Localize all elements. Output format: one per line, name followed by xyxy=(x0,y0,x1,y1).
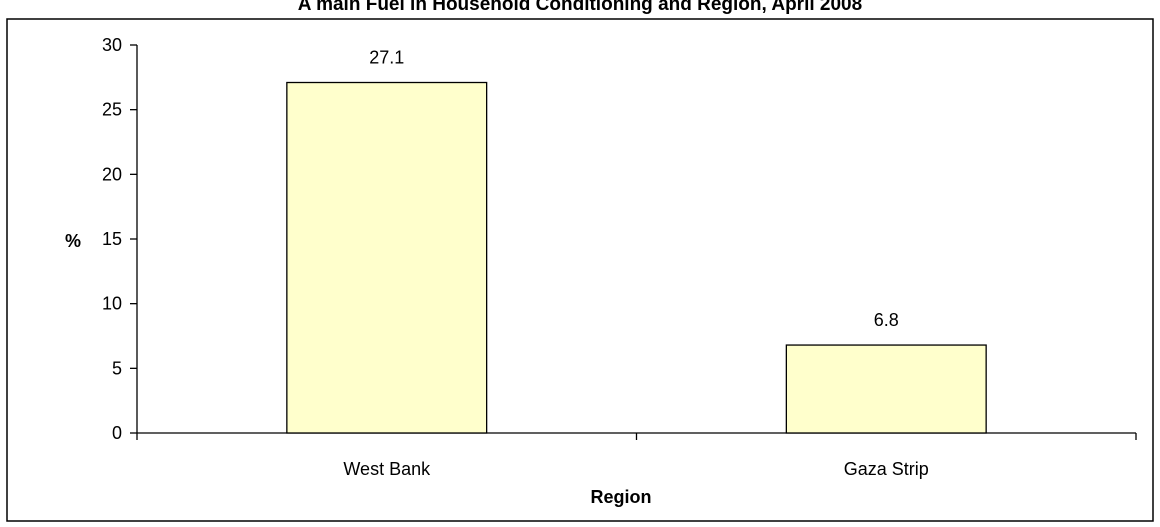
y-tick-label: 5 xyxy=(112,358,122,378)
y-tick-label: 30 xyxy=(102,35,122,55)
y-tick-label: 25 xyxy=(102,100,122,120)
chart-title: A main Fuel in Household Conditioning an… xyxy=(297,0,863,15)
y-axis-title: % xyxy=(65,231,81,251)
bars xyxy=(286,81,987,434)
x-axis: West Bank Gaza Strip xyxy=(136,432,1137,479)
bar xyxy=(286,81,488,434)
data-label: 27.1 xyxy=(369,48,404,68)
bar xyxy=(785,344,987,434)
y-tick-label: 20 xyxy=(102,164,122,184)
chart-border xyxy=(6,18,1154,522)
x-tick-label: Gaza Strip xyxy=(844,459,929,479)
x-axis-title: Region xyxy=(591,487,652,507)
data-label: 6.8 xyxy=(874,310,899,330)
y-tick-label: 0 xyxy=(112,423,122,443)
x-tick-label: West Bank xyxy=(343,459,431,479)
y-tick-label: 15 xyxy=(102,229,122,249)
data-labels: 27.1 6.8 xyxy=(369,48,899,331)
y-tick-label: 10 xyxy=(102,294,122,314)
y-axis: 0 5 10 15 20 25 30 xyxy=(102,35,138,443)
